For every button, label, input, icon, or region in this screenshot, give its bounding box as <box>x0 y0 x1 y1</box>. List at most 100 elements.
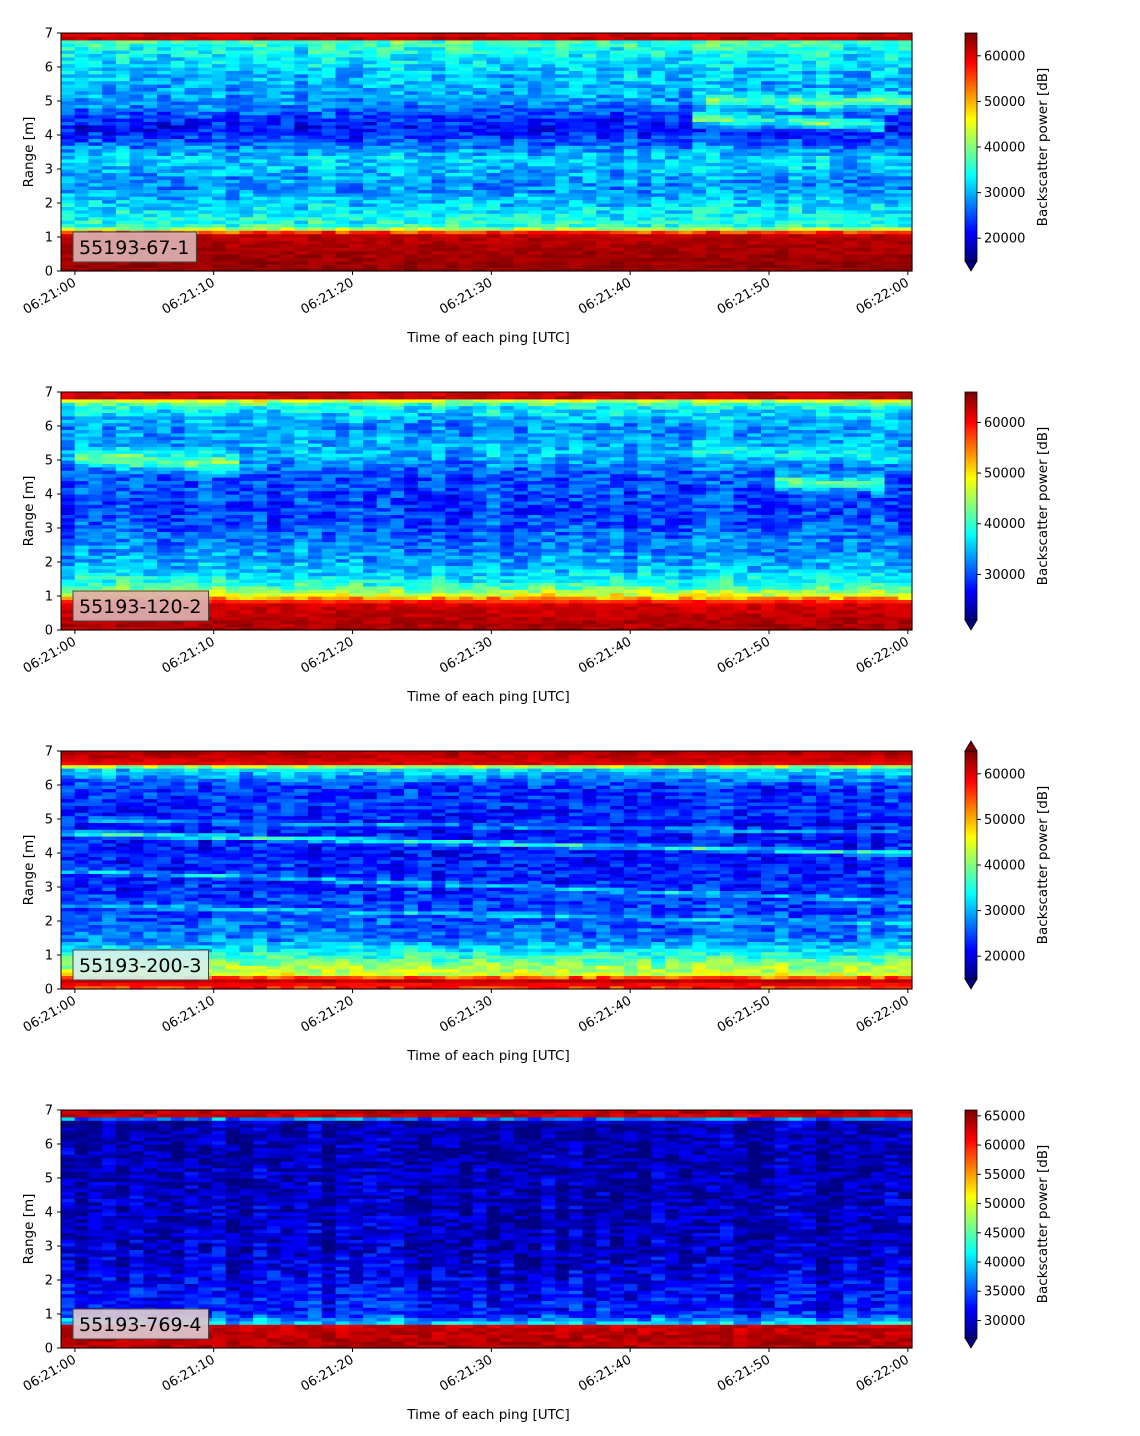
heatmap-cell <box>486 118 501 122</box>
heatmap-cell <box>815 199 831 204</box>
heatmap-cell <box>623 230 639 235</box>
heatmap-cell <box>88 477 103 481</box>
heatmap-cell <box>829 60 844 65</box>
heatmap-cell <box>376 152 392 156</box>
heatmap-cell <box>157 39 172 44</box>
heatmap-cell <box>349 84 364 88</box>
heatmap-cell <box>157 70 172 75</box>
heatmap-cell <box>88 524 103 529</box>
panel-label: 55193-67-1 <box>72 231 197 263</box>
heatmap-cell <box>88 111 103 116</box>
heatmap-cell <box>74 460 90 464</box>
heatmap-cell <box>115 398 131 403</box>
colorbar-extend-min <box>964 260 978 272</box>
heatmap-cell <box>761 250 776 255</box>
heatmap-cell <box>857 243 872 248</box>
heatmap-cell <box>102 203 117 207</box>
heatmap-cell <box>198 138 213 143</box>
heatmap-cell <box>774 141 790 146</box>
heatmap-cell <box>225 111 241 116</box>
heatmap-cell <box>129 439 144 444</box>
heatmap-cell <box>225 148 241 153</box>
heatmap-cell <box>61 169 76 173</box>
heatmap-cell <box>417 152 433 156</box>
heatmap-cell <box>253 257 268 262</box>
colorbar-segment <box>965 129 977 133</box>
heatmap-cell <box>706 226 721 231</box>
heatmap-cell <box>294 80 309 85</box>
heatmap-cell <box>898 70 913 75</box>
heatmap-cell <box>184 152 199 156</box>
heatmap-cell <box>170 182 186 187</box>
heatmap-cell <box>376 84 392 88</box>
heatmap-cell <box>637 73 652 78</box>
heatmap-cell <box>253 145 268 150</box>
colorbar-segment <box>965 36 977 40</box>
heatmap-cell <box>88 145 103 150</box>
heatmap-cell <box>857 165 872 170</box>
heatmap-cell <box>857 145 872 150</box>
heatmap-cell <box>294 111 309 116</box>
heatmap-cell <box>280 213 295 218</box>
heatmap-cell <box>143 568 158 573</box>
heatmap-cell <box>321 118 337 122</box>
heatmap-cell <box>555 247 570 252</box>
heatmap-cell <box>308 250 323 255</box>
heatmap-cell <box>431 84 446 88</box>
heatmap-cell <box>253 213 268 218</box>
heatmap-cell <box>829 104 844 109</box>
heatmap-cell <box>678 145 693 150</box>
heatmap-cell <box>184 87 199 92</box>
heatmap-cell <box>239 233 254 238</box>
heatmap-cell <box>445 53 460 58</box>
heatmap-cell <box>431 107 446 112</box>
heatmap-cell <box>857 247 872 252</box>
heatmap-cell <box>129 579 144 583</box>
heatmap-cell <box>568 260 584 265</box>
heatmap-cell <box>884 43 899 48</box>
heatmap-cell <box>211 182 227 187</box>
heatmap-cell <box>788 36 803 41</box>
heatmap-cell <box>88 53 103 58</box>
heatmap-cell <box>610 80 625 85</box>
heatmap-cell <box>115 152 131 156</box>
heatmap-cell <box>102 141 117 146</box>
heatmap-cell <box>294 240 309 245</box>
heatmap-cell <box>61 579 76 583</box>
heatmap-cell <box>829 63 844 68</box>
heatmap-cell <box>706 39 721 44</box>
heatmap-cell <box>747 138 762 143</box>
heatmap-cell <box>88 182 103 187</box>
heatmap-cell <box>747 213 762 218</box>
heatmap-cell <box>555 63 570 68</box>
heatmap-cell <box>239 223 254 228</box>
heatmap-cell <box>280 39 295 44</box>
heatmap-cell <box>692 46 707 51</box>
heatmap-cell <box>706 213 721 218</box>
heatmap-cell <box>143 456 158 461</box>
heatmap-cell <box>74 182 90 187</box>
heatmap-cell <box>308 111 323 116</box>
heatmap-cell <box>541 77 556 82</box>
heatmap-cell <box>390 203 405 207</box>
heatmap-cell <box>253 84 268 88</box>
heatmap-cell <box>335 216 350 221</box>
colorbar-segment <box>965 86 977 89</box>
heatmap-cell <box>706 230 721 235</box>
heatmap-cell <box>74 415 90 420</box>
heatmap-cell <box>74 565 90 570</box>
heatmap-cell <box>143 415 158 420</box>
heatmap-cell <box>362 53 378 58</box>
heatmap-cell <box>376 264 392 269</box>
heatmap-cell <box>884 50 899 54</box>
heatmap-cell <box>266 124 282 129</box>
heatmap-cell <box>541 243 556 248</box>
heatmap-cell <box>129 558 144 563</box>
heatmap-cell <box>541 155 556 160</box>
heatmap-cell <box>129 226 144 231</box>
heatmap-cell <box>815 39 831 44</box>
heatmap-cell <box>198 104 213 109</box>
heatmap-cell <box>335 237 350 241</box>
heatmap-cell <box>431 124 446 129</box>
heatmap-cell <box>857 118 872 122</box>
